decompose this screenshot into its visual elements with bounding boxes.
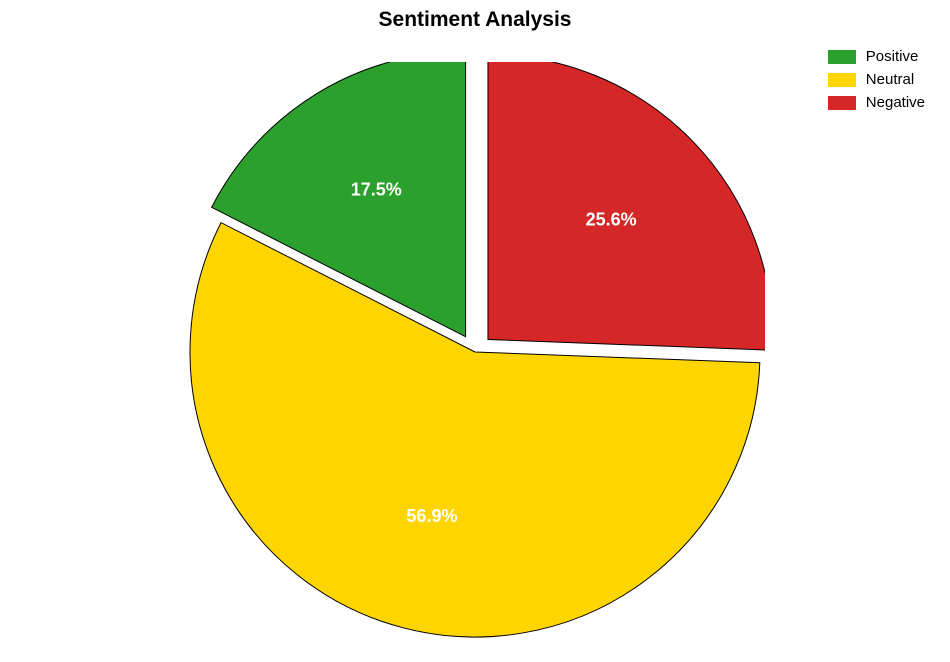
- legend-item-neutral: Neutral: [828, 71, 925, 88]
- pie-slice-negative: [488, 62, 765, 350]
- slice-label-neutral: 56.9%: [406, 506, 457, 526]
- legend-item-negative: Negative: [828, 94, 925, 111]
- legend-swatch: [828, 50, 856, 64]
- slice-label-positive: 17.5%: [351, 180, 402, 200]
- legend-swatch: [828, 73, 856, 87]
- legend-label: Positive: [866, 48, 919, 65]
- legend-swatch: [828, 96, 856, 110]
- pie-chart: 25.6% 56.9% 17.5%: [185, 62, 765, 642]
- chart-title: Sentiment Analysis: [0, 8, 950, 32]
- slice-label-negative: 25.6%: [586, 210, 637, 230]
- legend-label: Negative: [866, 94, 925, 111]
- legend-label: Neutral: [866, 71, 914, 88]
- legend-item-positive: Positive: [828, 48, 925, 65]
- legend: Positive Neutral Negative: [828, 48, 925, 117]
